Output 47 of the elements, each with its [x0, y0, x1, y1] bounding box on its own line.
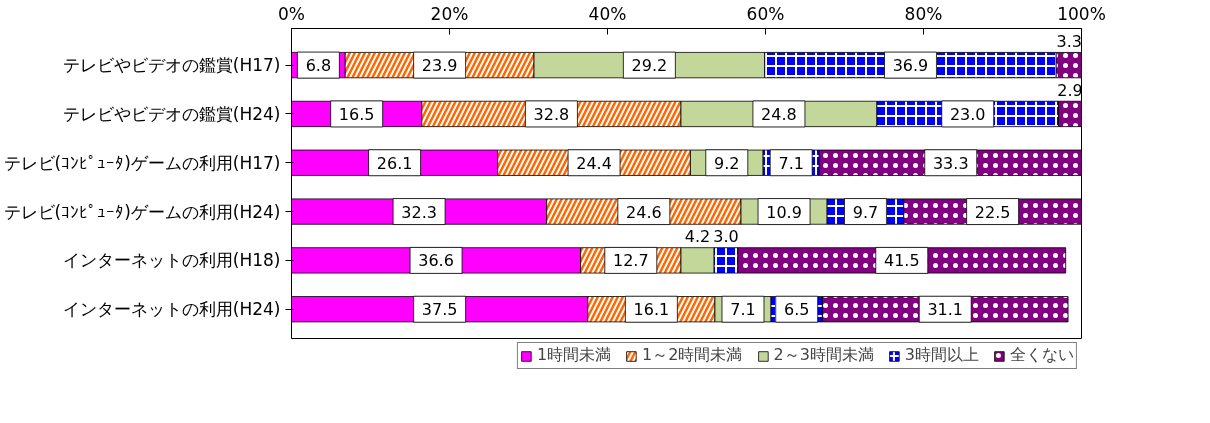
data-label: 2.9: [1057, 80, 1083, 100]
data-label: 32.3: [401, 202, 437, 222]
y-tick-label: テレビやビデオの鑑賞(H24): [62, 103, 281, 124]
data-label: 6.5: [783, 300, 810, 320]
y-tick-label: テレビ(ｺﾝﾋﾟｭｰﾀ)ゲームの利用(H17): [3, 152, 281, 173]
data-label: 7.1: [778, 153, 804, 173]
data-label: 31.1: [927, 300, 964, 320]
data-label: 41.5: [883, 251, 920, 271]
data-label: 16.1: [633, 300, 670, 320]
data-label: 7.1: [730, 300, 756, 320]
legend-label: 1時間未満: [536, 345, 612, 366]
data-label: 37.5: [421, 300, 458, 320]
data-label: 22.5: [974, 202, 1011, 222]
data-label: 4.2: [684, 226, 711, 246]
y-tick-label: インターネットの利用(H18): [62, 250, 281, 271]
data-label: 32.8: [533, 104, 570, 124]
data-label: 24.6: [626, 202, 662, 222]
data-label: 12.7: [612, 251, 649, 271]
data-label: 6.8: [305, 56, 332, 76]
data-label: 36.6: [418, 251, 454, 271]
data-label: 3.0: [713, 226, 739, 246]
data-label: 24.4: [576, 153, 612, 173]
data-label: 23.0: [949, 104, 986, 124]
x-tick-label: 20%: [430, 3, 469, 24]
data-label: 24.8: [761, 104, 797, 124]
legend-label: 全くない: [1010, 345, 1074, 366]
legend-label: 3時間以上: [904, 345, 979, 366]
data-label: 36.9: [892, 56, 929, 76]
data-label: 33.3: [932, 153, 969, 173]
data-label: 26.1: [376, 153, 413, 173]
x-tick-label: 80%: [904, 3, 943, 24]
x-tick-label: 60%: [746, 3, 785, 24]
y-tick-label: テレビ(ｺﾝﾋﾟｭｰﾀ)ゲームの利用(H24): [3, 201, 281, 222]
data-label: 3.3: [1056, 31, 1082, 51]
data-label: 9.7: [852, 202, 879, 222]
x-tick-label: 100%: [1057, 3, 1106, 24]
y-tick-label: テレビやビデオの鑑賞(H17): [62, 55, 281, 76]
x-tick-label: 40%: [588, 3, 627, 24]
x-tick-label: 0%: [278, 3, 305, 24]
data-label: 10.9: [766, 202, 802, 222]
data-label: 9.2: [714, 153, 740, 173]
data-label: 23.9: [421, 56, 458, 76]
data-label: 16.5: [338, 104, 375, 124]
data-label: 29.2: [631, 56, 668, 76]
y-tick-label: インターネットの利用(H24): [62, 299, 281, 320]
legend-label: 2～3時間未満: [773, 345, 874, 366]
legend-label: 1～2時間未満: [642, 345, 743, 366]
